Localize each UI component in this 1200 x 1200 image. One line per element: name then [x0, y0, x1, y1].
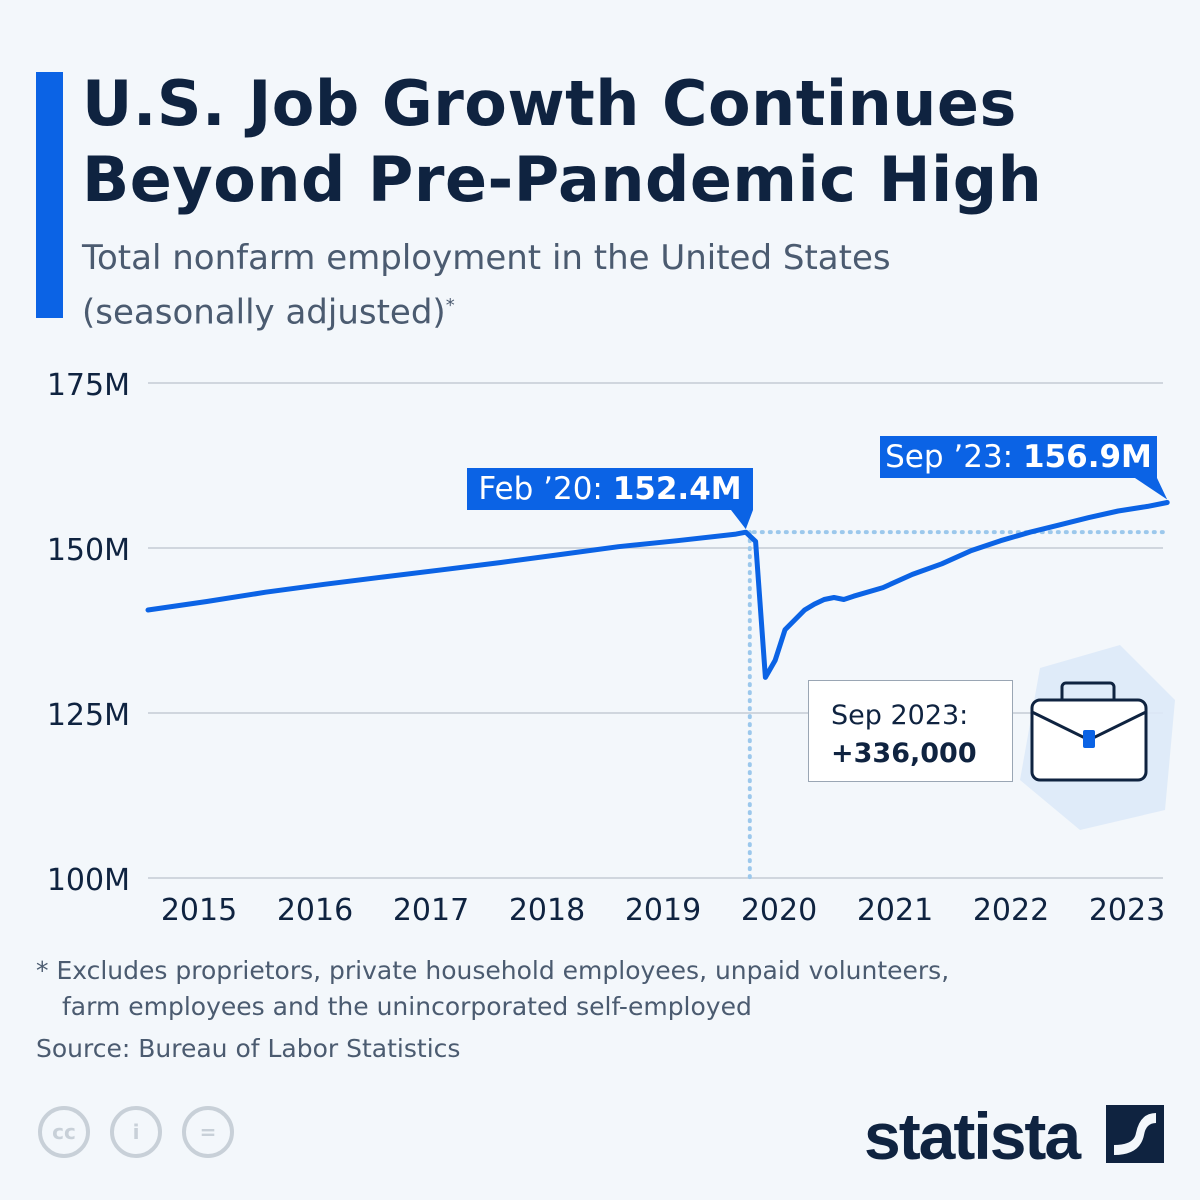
- footnote-mark: *: [445, 295, 455, 316]
- annotation-label: Feb ’20: 152.4M: [478, 471, 741, 507]
- x-tick-label: 2016: [277, 893, 353, 928]
- annotation-box: [880, 436, 1157, 478]
- annotation-date: Sep ’23:: [885, 439, 1023, 475]
- annotation-label: Sep ’23: 156.9M: [885, 439, 1152, 475]
- statista-logo-mark: [1106, 1105, 1164, 1163]
- y-tick-label: 175M: [47, 368, 130, 403]
- no-derivatives-icon: =: [182, 1106, 234, 1158]
- subtitle-line-1: Total nonfarm employment in the United S…: [82, 238, 891, 278]
- footnote-line-2: farm employees and the unincorporated se…: [62, 992, 752, 1021]
- x-tick-label: 2017: [393, 893, 469, 928]
- footnote-line-1: * Excludes proprietors, private househol…: [36, 956, 950, 985]
- x-tick-label: 2015: [161, 893, 237, 928]
- annotation-value: 156.9M: [1023, 439, 1152, 475]
- x-tick-label: 2018: [509, 893, 585, 928]
- x-tick-label: 2021: [857, 893, 933, 928]
- callout-value: +336,000: [831, 738, 977, 769]
- y-tick-label: 150M: [47, 533, 130, 568]
- y-tick-label: 125M: [47, 698, 130, 733]
- callout-label: Sep 2023:: [831, 700, 969, 731]
- callout-box: Sep 2023: +336,000: [808, 680, 1013, 782]
- x-tick-label: 2020: [741, 893, 817, 928]
- page-title: U.S. Job Growth Continues Beyond Pre-Pan…: [82, 66, 1042, 218]
- x-tick-label: 2019: [625, 893, 701, 928]
- accent-bar: [36, 72, 63, 318]
- annotation-pointer: [731, 510, 753, 530]
- series-line: [145, 500, 1170, 680]
- x-tick-label: 2023: [1089, 893, 1165, 928]
- subtitle: Total nonfarm employment in the United S…: [82, 234, 891, 336]
- source: Source: Bureau of Labor Statistics: [36, 1034, 461, 1063]
- annotation-value: 152.4M: [613, 471, 742, 507]
- line-chart: 175M 150M 125M 100M 2015 2016 2017 2018 2019 2020…: [47, 368, 1170, 928]
- annotation-pointer: [1135, 478, 1168, 500]
- title-line-2: Beyond Pre-Pandemic High: [82, 143, 1043, 216]
- x-tick-label: 2022: [973, 893, 1049, 928]
- annotation-date: Feb ’20:: [478, 471, 612, 507]
- y-tick-label: 100M: [47, 863, 130, 898]
- title-line-1: U.S. Job Growth Continues: [82, 67, 1017, 140]
- subtitle-line-2: (seasonally adjusted): [82, 292, 446, 333]
- cc-icon: cc: [38, 1106, 90, 1158]
- attribution-icon: i: [110, 1106, 162, 1158]
- statista-logo: statista: [864, 1099, 1081, 1173]
- annotation-box: [467, 468, 753, 510]
